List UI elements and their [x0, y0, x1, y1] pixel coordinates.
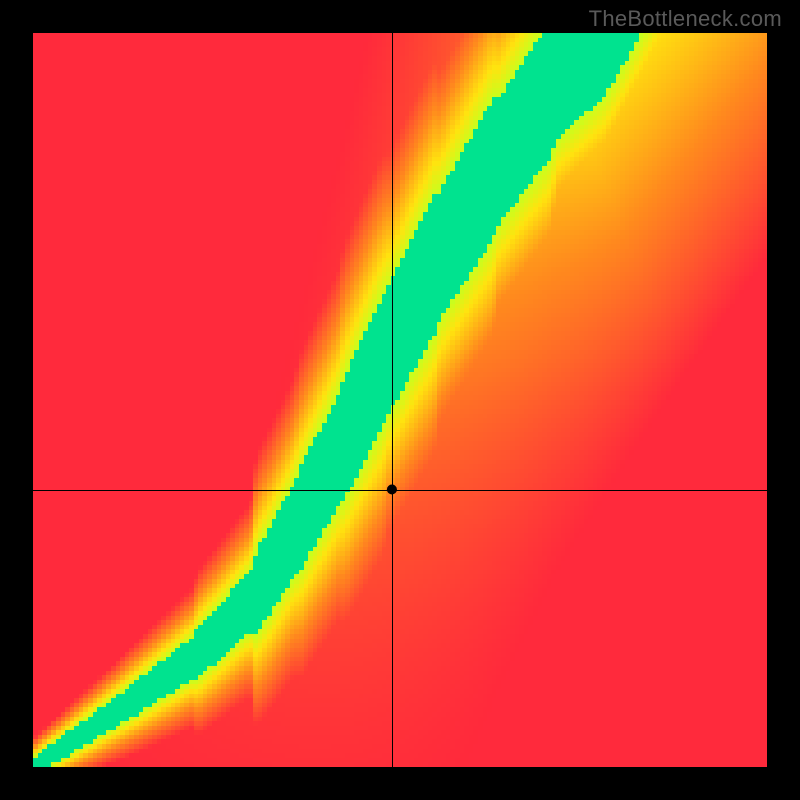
crosshair-overlay: [0, 0, 800, 800]
watermark-text: TheBottleneck.com: [589, 6, 782, 32]
chart-container: TheBottleneck.com: [0, 0, 800, 800]
